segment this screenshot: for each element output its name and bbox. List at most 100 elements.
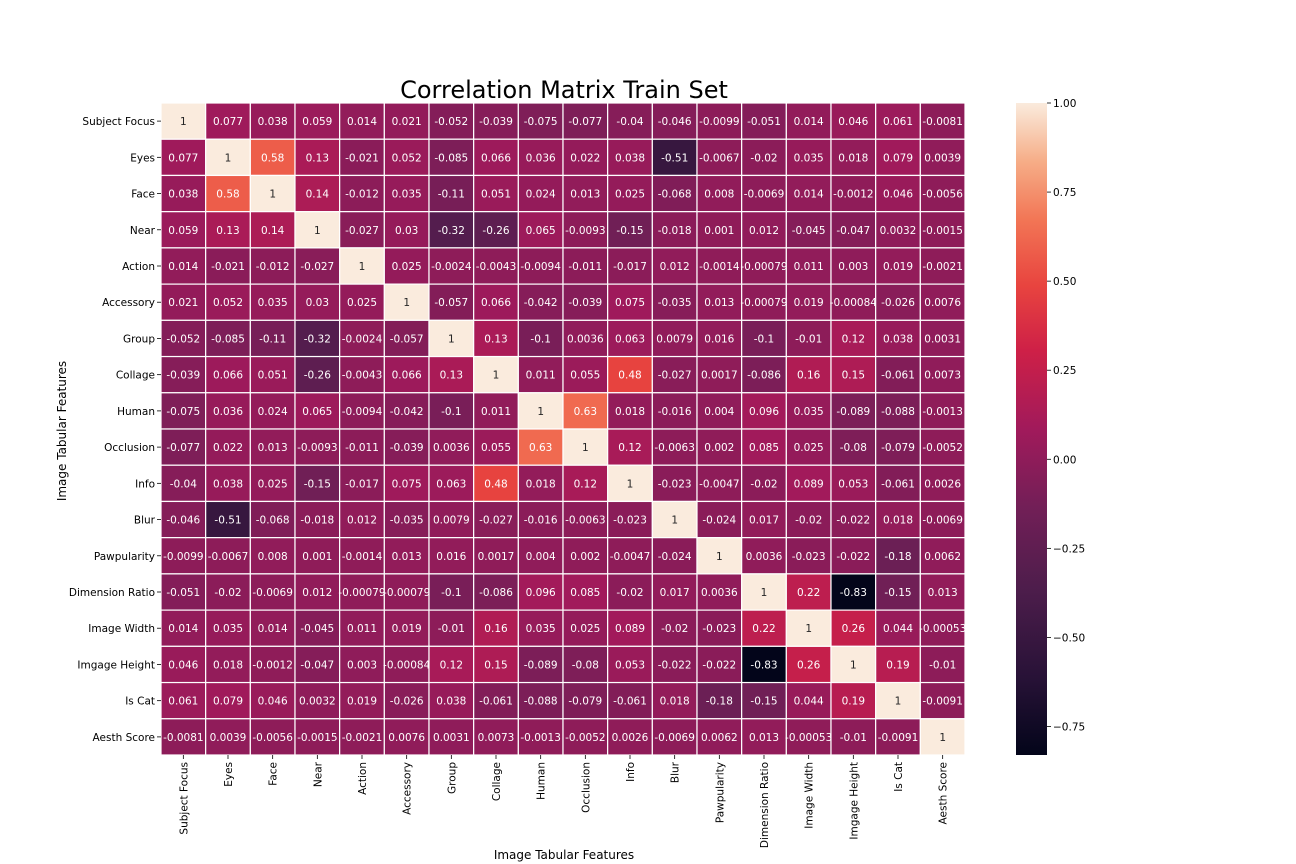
- heatmap-cell-value: 1: [671, 515, 678, 527]
- heatmap-cell-value: -0.18: [706, 696, 733, 708]
- heatmap-cell-value: -0.012: [345, 189, 379, 201]
- heatmap-cell: -0.0081: [160, 718, 207, 756]
- heatmap-cell-value: -0.0047: [699, 478, 740, 490]
- heatmap-cell: 0.013: [562, 174, 609, 213]
- heatmap-cell: 0.019: [875, 247, 921, 285]
- heatmap-cell-rect: [696, 355, 743, 394]
- heatmap-cell: 0.0031: [428, 718, 475, 756]
- heatmap-cell-value: 0.0026: [612, 732, 649, 744]
- heatmap-cell-value: -0.0069: [654, 732, 695, 744]
- heatmap-cell-rect: [875, 392, 921, 430]
- heatmap-cell-rect: [919, 355, 966, 394]
- heatmap-cell: 0.001: [696, 211, 743, 249]
- heatmap-cell-value: -0.02: [616, 587, 643, 599]
- heatmap-cell: -0.00084: [383, 645, 431, 684]
- heatmap-cell-value: 0.004: [704, 406, 734, 418]
- heatmap-cell-rect: [428, 319, 475, 358]
- heatmap-cell: 0.051: [249, 355, 296, 394]
- heatmap-cell: -0.0063: [651, 428, 698, 466]
- heatmap-cell: 0.035: [517, 609, 564, 647]
- heatmap-cell-value: 0.011: [794, 261, 824, 273]
- heatmap-cell-value: -0.15: [616, 225, 643, 237]
- heatmap-cell-rect: [562, 247, 609, 285]
- heatmap-cell-value: -0.023: [658, 478, 692, 490]
- heatmap-cell-value: 0.0032: [880, 225, 917, 237]
- heatmap-cell: 1: [294, 211, 341, 249]
- heatmap-cell: 0.003: [339, 645, 385, 684]
- heatmap-cell: 0.003: [830, 247, 877, 285]
- heatmap-cell-value: 0.48: [484, 478, 507, 490]
- heatmap-cell: -0.088: [517, 681, 564, 720]
- heatmap-cell-value: 0.018: [213, 659, 243, 671]
- heatmap-cell-value: -0.027: [658, 370, 692, 382]
- heatmap-cell-value: 0.0076: [924, 297, 961, 309]
- heatmap-cell-value: 0.001: [704, 225, 734, 237]
- heatmap-cell-value: 0.018: [883, 515, 913, 527]
- heatmap-cell: -0.051: [160, 573, 207, 611]
- heatmap-cell-value: 0.011: [526, 370, 556, 382]
- heatmap-cell-value: -0.0067: [208, 551, 249, 563]
- heatmap-cell-value: -0.039: [568, 297, 602, 309]
- heatmap-cell-rect: [785, 283, 832, 321]
- x-tick-label: Aesth Score: [938, 762, 950, 824]
- heatmap-cell-value: 0.63: [574, 406, 597, 418]
- heatmap-cell-rect: [339, 247, 385, 285]
- heatmap-cell-value: -0.00079: [740, 261, 787, 273]
- heatmap-cell-rect: [651, 573, 698, 611]
- heatmap-cell-value: -0.023: [702, 623, 736, 635]
- heatmap-cell-rect: [696, 537, 743, 575]
- heatmap-cell-rect: [205, 537, 251, 575]
- heatmap-cell: -0.26: [473, 211, 519, 249]
- heatmap-cell-rect: [473, 718, 519, 756]
- heatmap-cell-rect: [339, 138, 385, 177]
- heatmap-cell: 0.48: [607, 355, 653, 394]
- heatmap-cell-value: -0.0093: [565, 225, 606, 237]
- heatmap-cell: -0.01: [785, 319, 832, 358]
- heatmap-cell: -0.0052: [919, 428, 966, 466]
- heatmap-cell-value: 0.046: [168, 659, 198, 671]
- heatmap-cell: -0.035: [383, 500, 430, 539]
- heatmap-cell-value: 0.059: [302, 116, 332, 128]
- heatmap-cell-value: -0.01: [438, 623, 465, 635]
- chart-title: Correlation Matrix Train Set: [400, 76, 728, 104]
- heatmap-cell-value: 0.16: [797, 370, 821, 382]
- heatmap-cell-value: 0.15: [842, 370, 865, 382]
- x-tick-label: Collage: [491, 762, 503, 801]
- x-tick-label: Imgage Height: [848, 762, 860, 840]
- heatmap-cell-value: -0.04: [616, 116, 643, 128]
- heatmap-cell-rect: [339, 645, 385, 684]
- heatmap-cell-value: -0.016: [658, 406, 692, 418]
- heatmap-cell-value: 0.0062: [924, 551, 961, 563]
- heatmap-cell-value: 0.018: [615, 406, 645, 418]
- heatmap-cell-value: 0.046: [838, 116, 868, 128]
- heatmap-cell: -0.0081: [919, 102, 966, 140]
- heatmap-cell: 0.012: [339, 500, 385, 539]
- heatmap-cell: -0.042: [383, 392, 430, 430]
- heatmap-cell-value: -0.0014: [342, 551, 383, 563]
- heatmap-cell: -0.068: [249, 500, 296, 539]
- heatmap-cell: 0.012: [651, 247, 698, 285]
- heatmap-cell: 0.077: [205, 102, 251, 140]
- heatmap-cell: -0.0021: [339, 718, 385, 756]
- heatmap-cell-value: -0.068: [256, 515, 290, 527]
- heatmap-cell-value: 1: [314, 225, 321, 237]
- heatmap-cell-value: 0.046: [258, 696, 288, 708]
- heatmap-cell-value: -0.089: [836, 406, 870, 418]
- heatmap-cell-rect: [785, 319, 832, 358]
- heatmap-cell: -0.057: [428, 283, 475, 321]
- heatmap-cell-value: 0.013: [749, 732, 779, 744]
- heatmap-cell-rect: [919, 283, 966, 321]
- heatmap-cell: -0.32: [294, 319, 341, 358]
- heatmap-cell-value: 0.053: [838, 478, 868, 490]
- heatmap-cell-value: -0.039: [390, 442, 424, 454]
- heatmap-cell-rect: [607, 537, 653, 575]
- heatmap-cell: 0.035: [785, 138, 832, 177]
- heatmap-cell-value: 1: [895, 696, 902, 708]
- heatmap-cell-rect: [249, 681, 296, 720]
- heatmap-cell-value: 0.077: [213, 116, 243, 128]
- heatmap-cell-value: 0.48: [618, 370, 641, 382]
- heatmap-cell-rect: [160, 500, 207, 539]
- heatmap-cell: -0.0069: [651, 718, 698, 756]
- heatmap-cell-value: -0.0093: [297, 442, 338, 454]
- heatmap-cell-rect: [651, 102, 698, 140]
